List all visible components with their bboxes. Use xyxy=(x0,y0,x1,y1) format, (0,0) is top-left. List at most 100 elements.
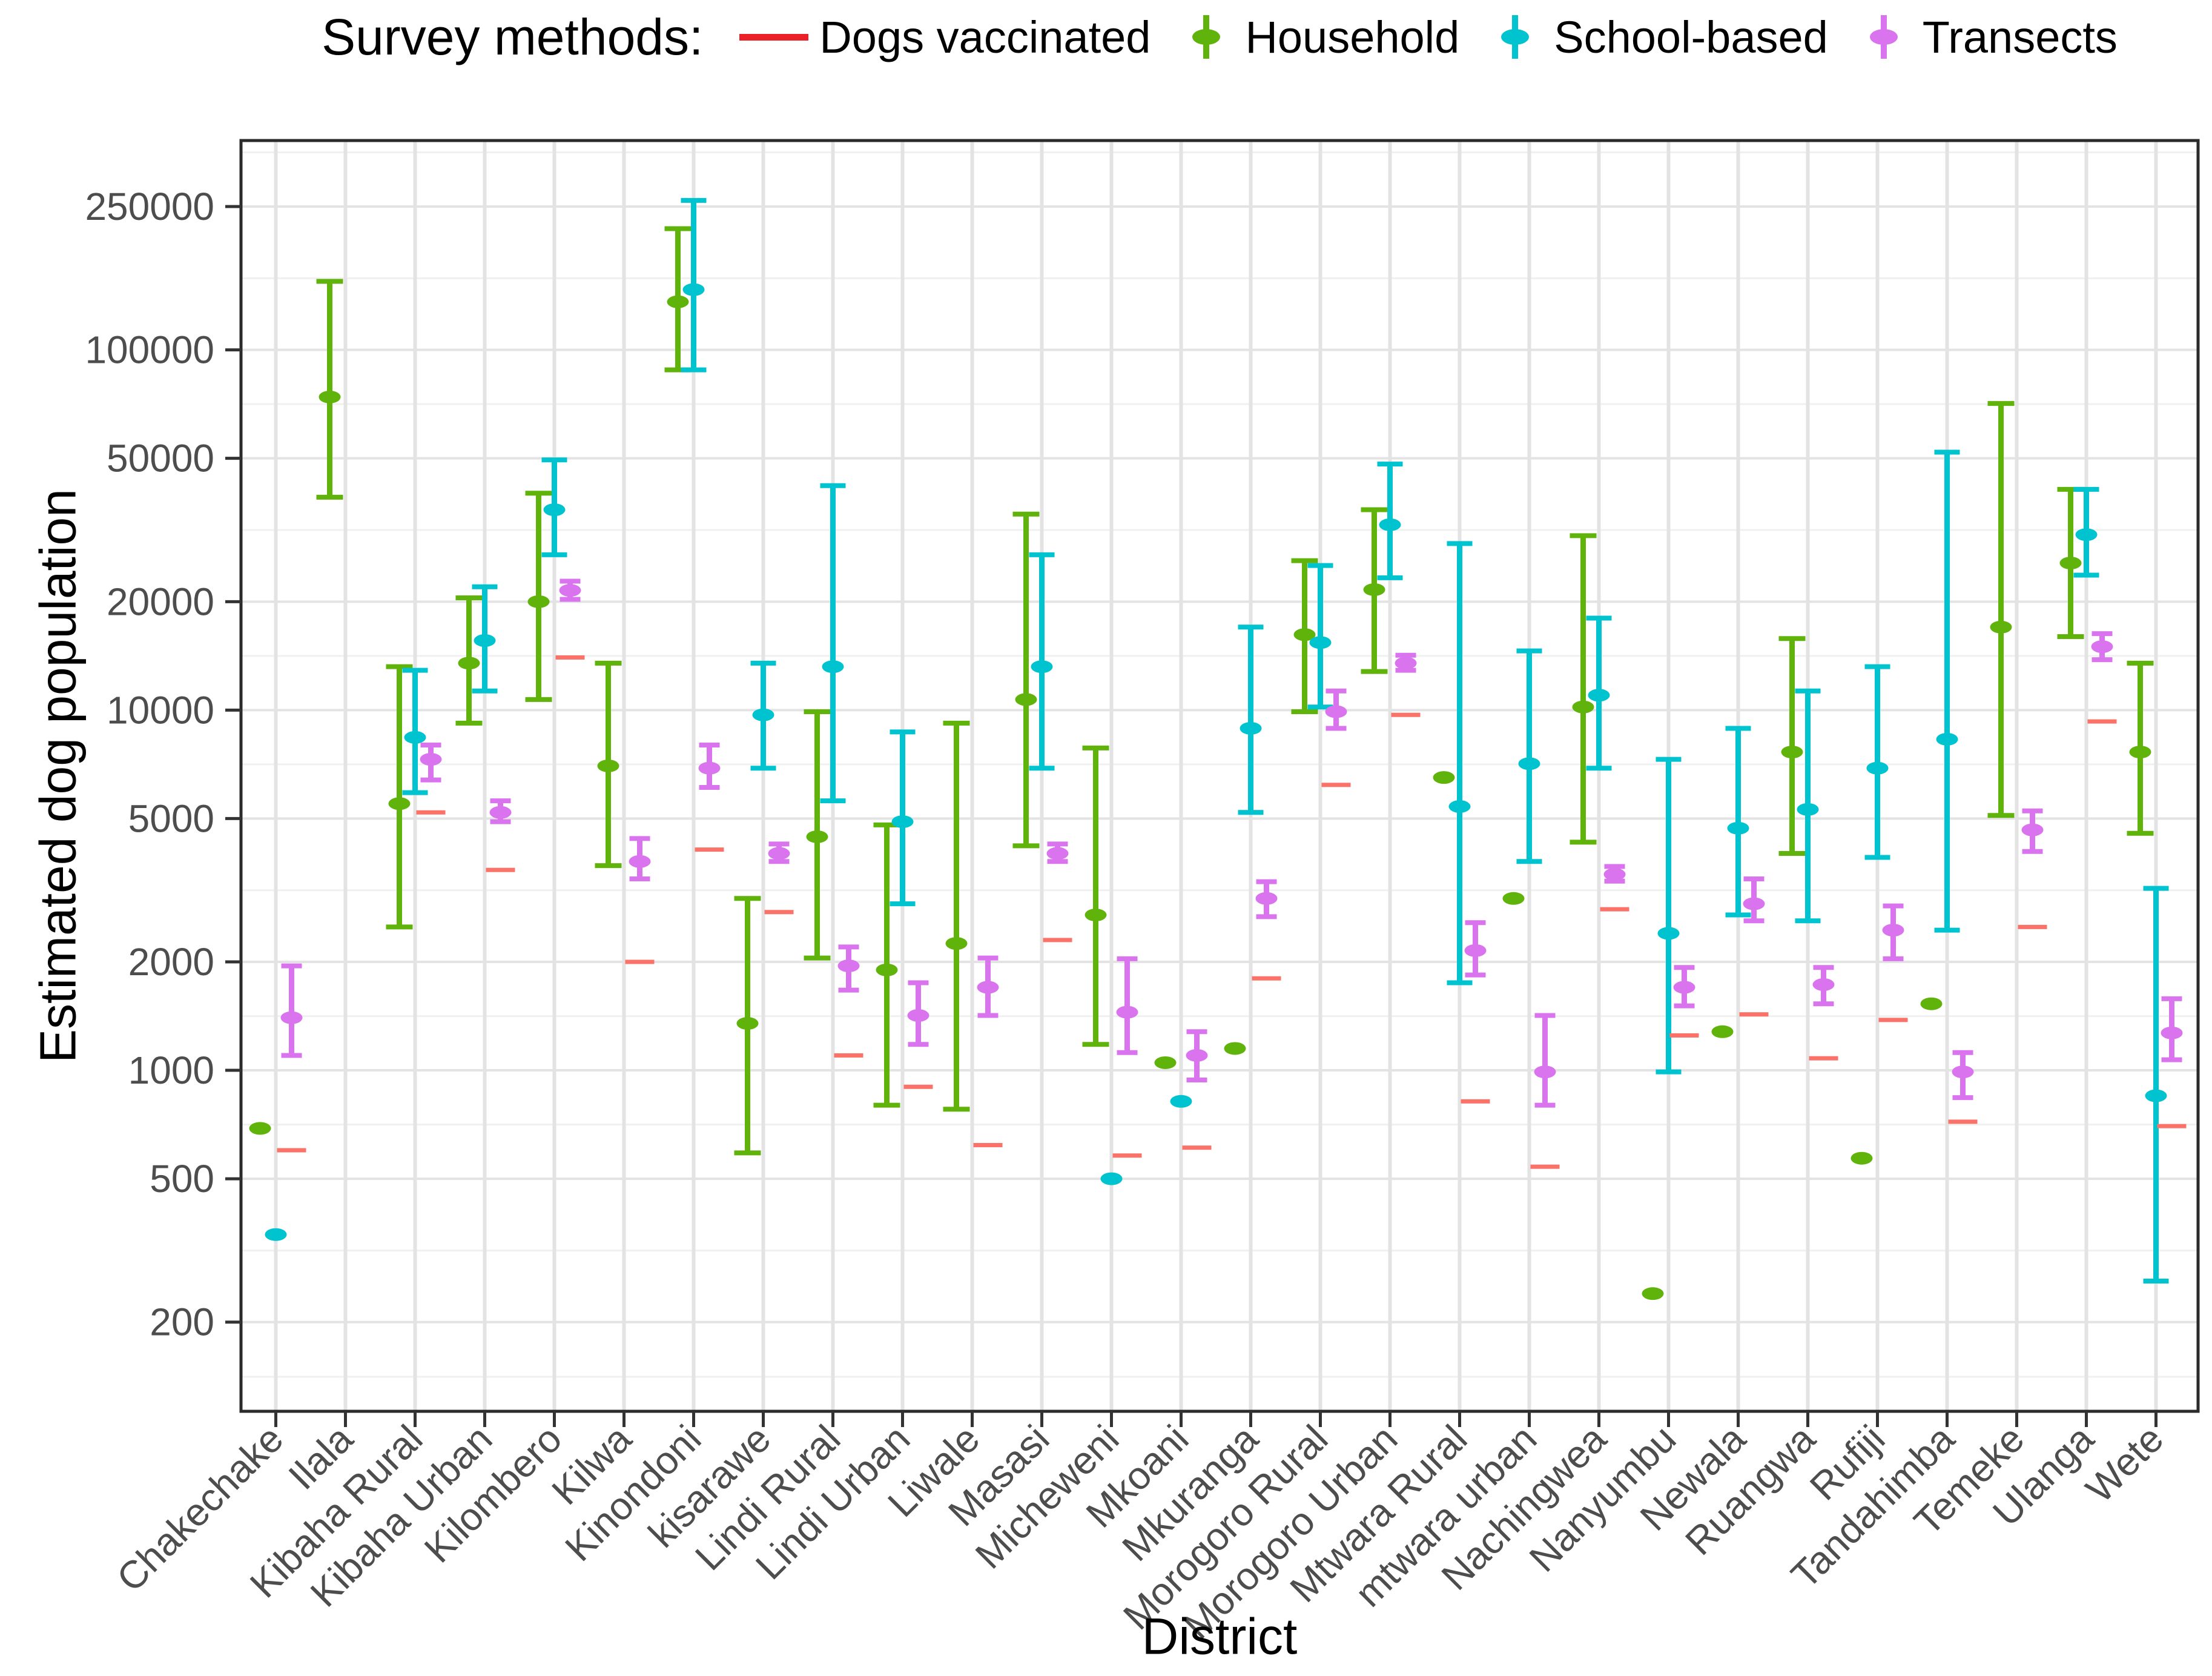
vaccinated-line xyxy=(1530,1164,1560,1169)
transects-errorbar xyxy=(768,841,790,864)
district-marks-kibaha-urban xyxy=(455,584,515,872)
school-errorbar xyxy=(1725,726,1751,918)
school-errorbar xyxy=(1516,648,1542,864)
legend-label: Household xyxy=(1245,12,1460,62)
errorbar-point-icon xyxy=(1177,8,1235,66)
transects-errorbar xyxy=(2091,631,2113,663)
household-errorbar xyxy=(525,491,552,702)
household-errorbar xyxy=(316,279,343,500)
household-errorbar xyxy=(1361,507,1388,674)
y-axis: 250000 100000 50000 20000 10000 5000 2000 1000 5… xyxy=(85,185,241,1344)
legend-item-dogs-vaccinated[interactable]: Dogs vaccinated xyxy=(738,8,1151,66)
y-tick-label: 2000 xyxy=(128,940,214,984)
district-marks-lindi-urban xyxy=(873,729,933,1108)
red-line-icon xyxy=(738,8,810,66)
school-errorbar xyxy=(1656,757,1682,1075)
school-errorbar xyxy=(890,729,916,907)
school-errorbar xyxy=(820,483,846,804)
district-marks-kisarawe xyxy=(734,660,794,1156)
school-errorbar xyxy=(1586,615,1612,771)
district-marks-ruangwa xyxy=(1778,636,1838,1061)
transects-errorbar xyxy=(280,963,303,1058)
vaccinated-line xyxy=(973,1143,1003,1148)
district-marks-kilwa xyxy=(595,660,655,964)
transects-errorbar xyxy=(1395,652,1417,673)
household-errorbar xyxy=(804,709,831,961)
vaccinated-line xyxy=(695,847,724,852)
vaccinated-line xyxy=(1809,1056,1838,1061)
vaccinated-line xyxy=(1321,783,1351,787)
vaccinated-line xyxy=(2018,924,2047,929)
household-errorbar xyxy=(1291,558,1318,714)
y-tick-label: 20000 xyxy=(107,580,214,623)
transects-errorbar xyxy=(1186,1029,1208,1083)
district-marks-lindi-rural xyxy=(804,483,863,1058)
transects-errorbar xyxy=(629,836,651,881)
school-errorbar xyxy=(1100,1172,1123,1185)
panel-border xyxy=(239,139,2200,1413)
vaccinated-line xyxy=(2157,1124,2187,1128)
district-marks-ulanga xyxy=(2057,486,2117,724)
errorbar-point-icon xyxy=(1855,8,1913,66)
household-errorbar xyxy=(1433,771,1455,784)
household-errorbar xyxy=(595,660,622,869)
household-errorbar xyxy=(1850,1151,1873,1165)
legend-item-school-based[interactable]: School-based xyxy=(1486,8,1828,66)
household-errorbar xyxy=(249,1122,271,1135)
transects-errorbar xyxy=(1603,864,1626,884)
school-errorbar xyxy=(541,457,567,557)
x-axis-title: District xyxy=(1141,1608,1298,1665)
district-marks-liwale xyxy=(943,720,1003,1148)
transects-errorbar xyxy=(1325,688,1347,731)
district-marks-kinondoni xyxy=(664,197,724,852)
vaccinated-line xyxy=(625,959,655,964)
transects-errorbar xyxy=(1743,876,1765,924)
y-tick-label: 250000 xyxy=(85,185,214,228)
school-errorbar xyxy=(681,197,707,373)
school-errorbar xyxy=(1864,664,1890,860)
y-tick-label: 1000 xyxy=(128,1048,214,1092)
errorbar-point-icon xyxy=(1486,8,1544,66)
school-errorbar xyxy=(2073,486,2099,578)
household-errorbar xyxy=(2057,486,2084,639)
y-tick-label: 5000 xyxy=(128,797,214,840)
vaccinated-line xyxy=(2087,719,2117,724)
district-marks-nachingwea xyxy=(1570,533,1629,912)
school-errorbar xyxy=(2143,886,2169,1283)
vaccinated-line xyxy=(1112,1153,1142,1158)
district-marks-newala xyxy=(1711,726,1769,1038)
district-marks-tandahimba xyxy=(1920,449,1978,1124)
x-tick-label: Wete xyxy=(2078,1417,2172,1511)
school-errorbar xyxy=(1029,552,1055,771)
transects-errorbar xyxy=(1882,903,1904,961)
vaccinated-line xyxy=(1252,976,1281,981)
transects-errorbar xyxy=(977,955,999,1018)
school-errorbar xyxy=(472,584,498,694)
school-errorbar xyxy=(1447,541,1473,985)
transects-errorbar xyxy=(1464,920,1487,978)
district-marks-wete xyxy=(2127,660,2187,1283)
school-errorbar xyxy=(1170,1095,1192,1108)
transects-errorbar xyxy=(1255,879,1278,919)
household-errorbar xyxy=(1570,533,1597,845)
district-marks-chakechake xyxy=(249,963,306,1241)
y-tick-label: 10000 xyxy=(107,688,214,732)
transects-errorbar xyxy=(907,980,929,1047)
household-errorbar xyxy=(1154,1056,1177,1069)
district-marks-morogoro-rural xyxy=(1291,558,1351,787)
vaccinated-line xyxy=(1461,1099,1490,1104)
legend-item-household[interactable]: Household xyxy=(1177,8,1459,66)
transects-errorbar xyxy=(837,944,860,993)
gridlines-vertical xyxy=(274,141,2158,1411)
household-errorbar xyxy=(1711,1025,1734,1038)
district-marks-kibaha-rural xyxy=(386,664,446,930)
transects-errorbar xyxy=(1673,965,1695,1009)
household-errorbar xyxy=(455,595,483,726)
legend-item-transects[interactable]: Transects xyxy=(1855,8,2118,66)
vaccinated-line xyxy=(416,810,446,815)
vaccinated-line xyxy=(764,910,794,915)
vaccinated-line xyxy=(555,655,585,660)
district-marks-ilala xyxy=(316,279,343,500)
district-marks-micheweni xyxy=(1082,745,1142,1185)
